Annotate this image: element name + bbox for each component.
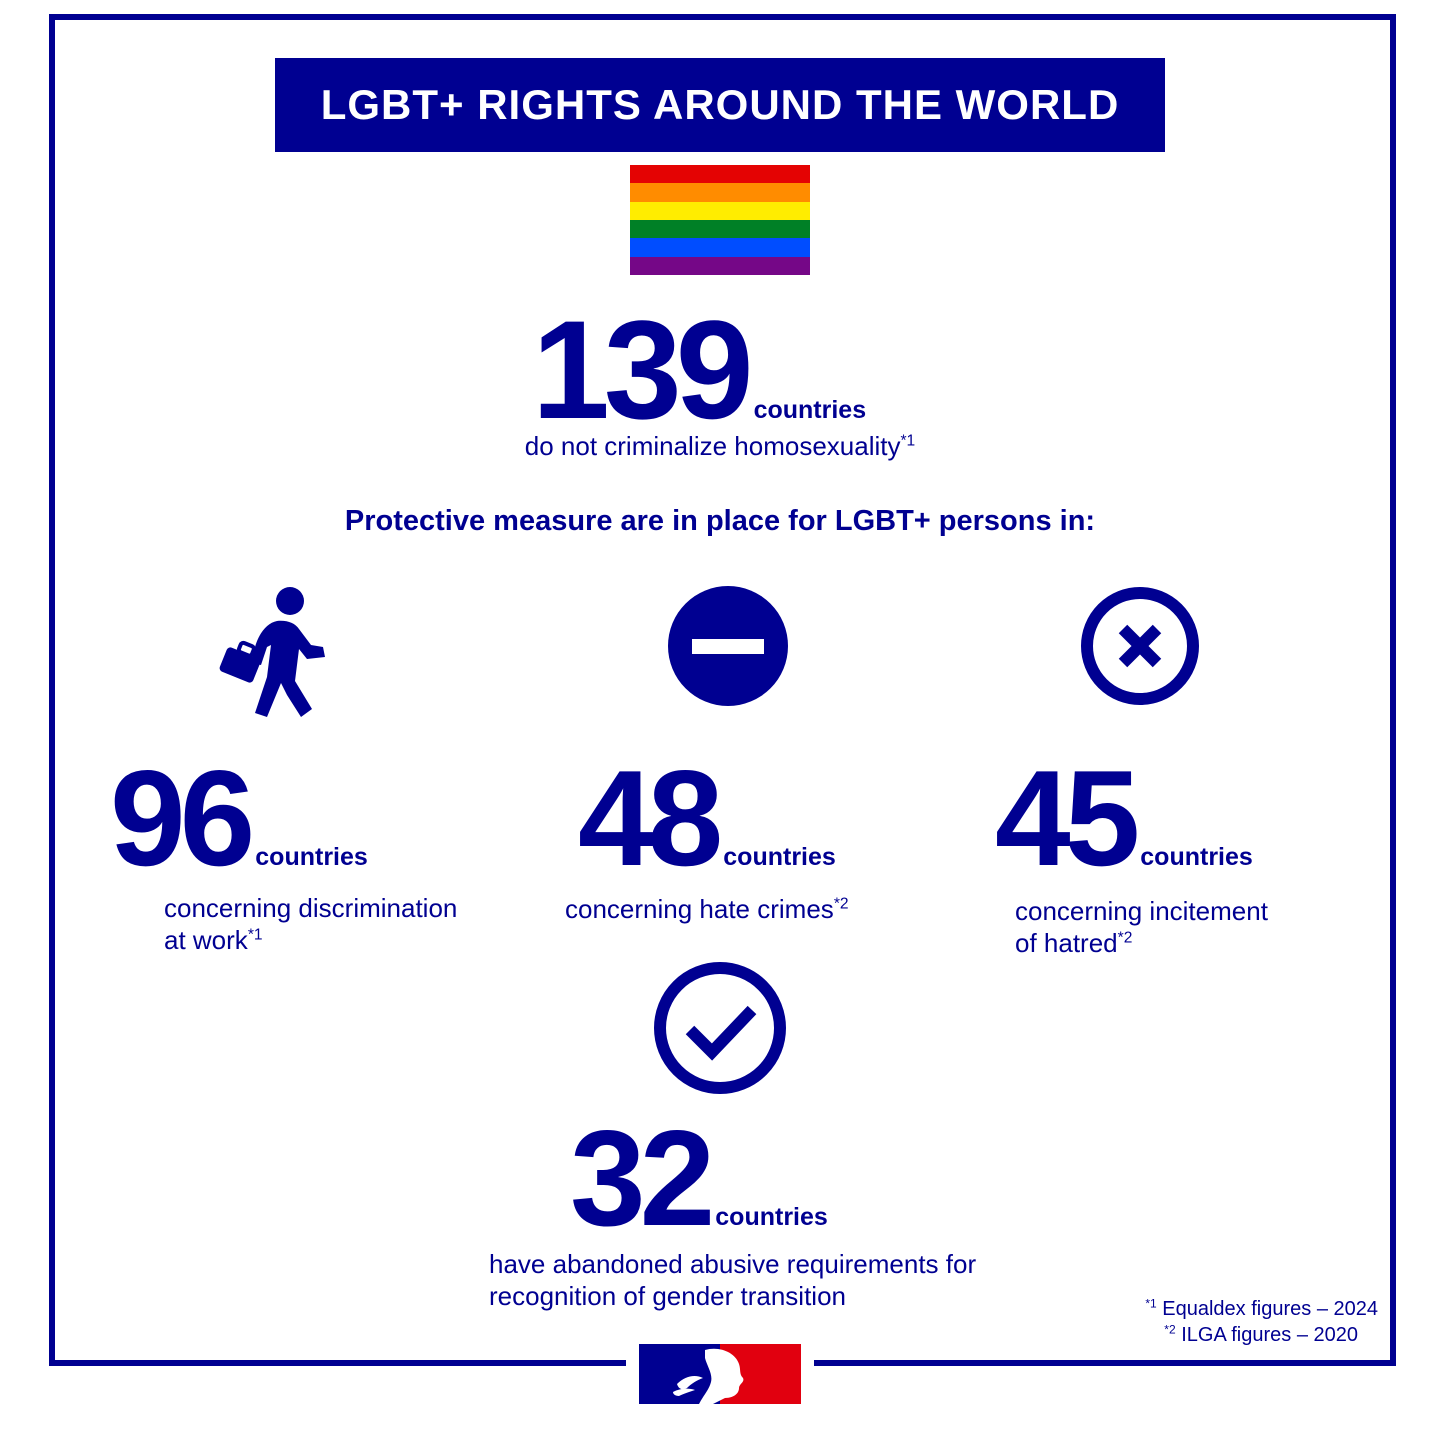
stat-description-line: at work — [164, 925, 248, 955]
headline-footnote-mark: *1 — [900, 432, 916, 450]
stat-number: 32 — [570, 1102, 715, 1254]
stat-description-line: concerning discrimination — [164, 893, 458, 923]
headline-unit: countries — [753, 396, 867, 424]
footnote-mark: *1 — [247, 926, 263, 944]
stat-unit: countries — [1140, 843, 1253, 871]
stat-description-line: recognition of gender transition — [489, 1281, 847, 1311]
footnote-mark: *2 — [833, 895, 849, 913]
stat-description: concerning incitement of hatred*2 — [1015, 895, 1268, 959]
circle-x-icon — [1081, 587, 1199, 705]
stat-unit: countries — [715, 1203, 828, 1231]
stat-hate-crimes: 48 countries — [578, 750, 836, 886]
footnote-text: ILGA figures – 2020 — [1181, 1324, 1358, 1346]
walking-businessperson-icon — [219, 587, 325, 717]
footnote-mark: *2 — [1164, 1322, 1176, 1337]
page-title: LGBT+ RIGHTS AROUND THE WORLD — [275, 58, 1165, 152]
stat-description-line: concerning incitement — [1015, 896, 1268, 926]
stat-incitement-hatred: 45 countries — [995, 750, 1253, 886]
stat-number: 96 — [110, 742, 255, 894]
stat-number: 48 — [578, 742, 723, 894]
headline-description-text: do not criminalize homosexuality — [524, 431, 901, 461]
stat-unit: countries — [255, 843, 368, 871]
headline-stat: 139 countries — [532, 300, 866, 440]
headline-description: do not criminalize homosexuality*1 — [0, 430, 1440, 462]
protective-heading: Protective measure are in place for LGBT… — [344, 505, 1096, 537]
footnotes: *1 Equaldex figures – 2024 *2 ILGA figur… — [1145, 1296, 1378, 1348]
stat-description-line: have abandoned abusive requirements for — [489, 1249, 977, 1279]
footnote-mark: *2 — [1117, 929, 1133, 947]
footnote-mark: *1 — [1145, 1296, 1157, 1311]
stat-description-line: concerning hate crimes — [565, 894, 834, 924]
rainbow-flag-icon — [630, 165, 810, 275]
no-entry-icon — [668, 586, 788, 706]
footnote-text: Equaldex figures – 2024 — [1162, 1298, 1378, 1320]
stat-description: concerning hate crimes*2 — [565, 893, 849, 925]
stat-number: 45 — [995, 742, 1140, 894]
headline-number: 139 — [532, 291, 754, 448]
stat-description-line: of hatred — [1015, 928, 1118, 958]
stat-gender-transition: 32 countries — [570, 1110, 828, 1246]
stat-description: have abandoned abusive requirements for … — [489, 1248, 976, 1312]
circle-check-icon — [654, 962, 786, 1094]
french-republic-logo — [639, 1344, 801, 1404]
stat-description: concerning discrimination at work*1 — [164, 892, 457, 956]
stat-unit: countries — [723, 843, 836, 871]
stat-work-discrimination: 96 countries — [110, 750, 368, 886]
footnote-line: *2 ILGA figures – 2020 — [1145, 1322, 1358, 1348]
footnote-line: *1 Equaldex figures – 2024 — [1145, 1296, 1378, 1322]
